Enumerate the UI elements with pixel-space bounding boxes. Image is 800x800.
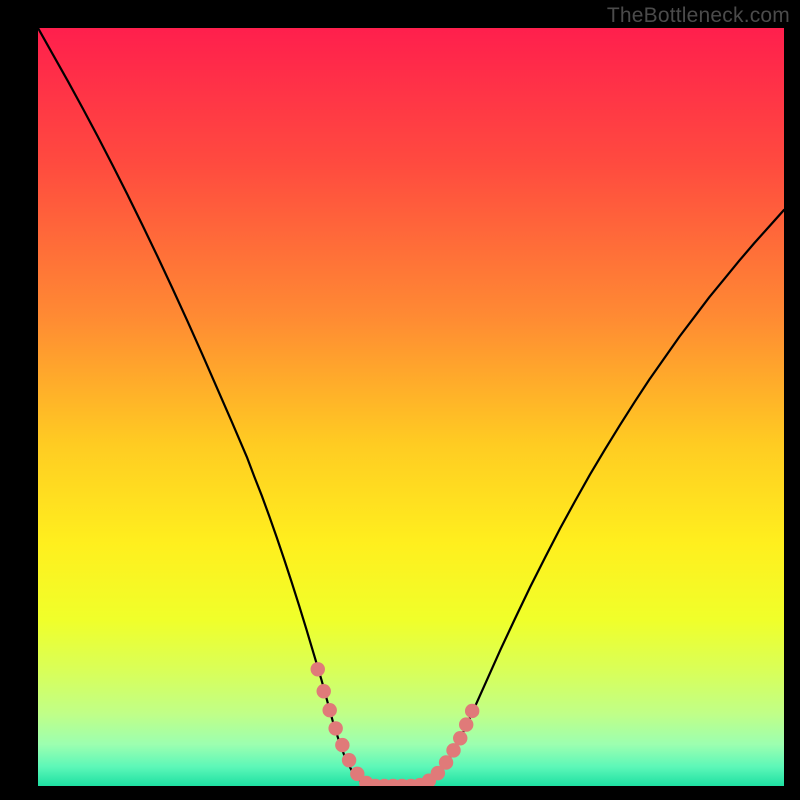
curve-marker: [328, 721, 342, 735]
watermark-text: TheBottleneck.com: [607, 4, 790, 28]
curve-marker: [446, 743, 460, 757]
gradient-panel: [38, 28, 784, 786]
curve-marker: [322, 703, 336, 717]
plot-svg: [0, 0, 800, 800]
curve-marker: [465, 704, 479, 718]
curve-marker: [335, 738, 349, 752]
curve-marker: [453, 731, 467, 745]
chart-stage: TheBottleneck.com: [0, 0, 800, 800]
curve-marker: [311, 662, 325, 676]
curve-marker: [459, 717, 473, 731]
curve-marker: [342, 753, 356, 767]
curve-marker: [317, 684, 331, 698]
curve-marker: [439, 755, 453, 769]
